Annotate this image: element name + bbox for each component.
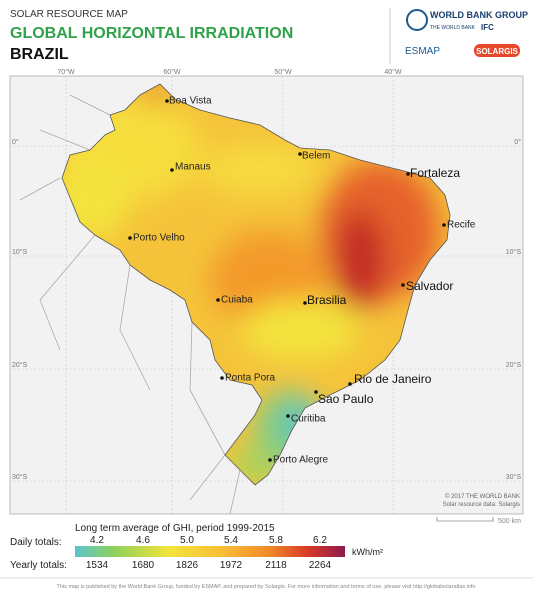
city-dot (406, 172, 410, 176)
legend-values: 4.2 4.6 5.0 5.4 5.8 6.2 1534 1680 1826 1972 2118 22… (86, 535, 332, 571)
city-dot (170, 168, 174, 172)
yearly-value: 1826 (176, 560, 199, 571)
city-label: Brasilia (307, 293, 347, 307)
city-label: Porto Alegre (273, 455, 328, 466)
legend-label: Yearly totals: (10, 560, 67, 571)
city-dot (220, 376, 224, 380)
credit: Solar resource data: Solargis (443, 502, 520, 508)
city-dot (298, 152, 302, 156)
city-dot (286, 414, 290, 418)
city-label: Cuiaba (221, 295, 253, 306)
city-dot (442, 223, 446, 227)
lat-label: 20°S (506, 361, 522, 369)
country: BRAZIL (10, 46, 69, 63)
logo-text: IFC (481, 23, 494, 32)
daily-value: 5.0 (180, 535, 194, 546)
logo-text: SOLARGIS (476, 47, 518, 56)
legend-label: Daily totals: (10, 537, 62, 548)
daily-value: 4.6 (136, 535, 150, 546)
city-dot (303, 301, 307, 305)
city-dot (401, 283, 405, 287)
city-label: Fortaleza (410, 166, 460, 180)
yearly-value: 1534 (86, 560, 109, 571)
city-label: Curitiba (291, 414, 326, 425)
city-label: Porto Velho (133, 233, 185, 244)
footer: This map is published by the World Bank … (57, 584, 476, 590)
city-dot (348, 382, 352, 386)
cities: Boa Vista Manaus Belem Fortaleza Recife Porto… (128, 96, 476, 466)
city-dot (216, 298, 220, 302)
city-label: Salvador (406, 279, 453, 293)
lat-label: 30°S (506, 473, 522, 481)
lat-label: 0° (514, 138, 521, 146)
lat-label: 10°S (506, 248, 522, 256)
map-frame (9, 75, 524, 515)
daily-value: 5.4 (224, 535, 238, 546)
credit: © 2017 THE WORLD BANK (445, 493, 520, 500)
daily-value: 4.2 (90, 535, 104, 546)
legend-unit: kWh/m² (352, 547, 383, 557)
yearly-value: 1680 (132, 560, 155, 571)
daily-value: 6.2 (313, 535, 327, 546)
lat-label: 30°S (12, 473, 28, 481)
city-label: Manaus (175, 162, 211, 173)
yearly-value: 2264 (309, 560, 332, 571)
daily-value: 5.8 (269, 535, 283, 546)
lat-label: 0° (12, 138, 19, 146)
legend-title: Long term average of GHI, period 1999-20… (75, 523, 275, 534)
title: GLOBAL HORIZONTAL IRRADIATION (10, 25, 293, 42)
scale-bar (436, 517, 494, 522)
city-label: Recife (447, 220, 476, 231)
wb-logo (406, 9, 428, 31)
yearly-value: 1972 (220, 560, 243, 571)
yearly-value: 2118 (265, 560, 287, 571)
neighbor-borders (19, 94, 241, 515)
city-label: Rio de Janeiro (354, 372, 432, 386)
city-dot (165, 99, 169, 103)
city-dot (268, 458, 272, 462)
lon-label: 70°W (57, 68, 75, 76)
city-dot (314, 390, 318, 394)
lat-label: 10°S (12, 248, 28, 256)
city-dot (128, 236, 132, 240)
logo-text: ESMAP (405, 46, 440, 57)
city-label: Ponta Pora (225, 373, 275, 384)
solargis-badge (474, 44, 520, 57)
subtitle: SOLAR RESOURCE MAP (10, 9, 128, 20)
city-label: Boa Vista (169, 96, 212, 107)
lon-label: 40°W (384, 68, 402, 76)
logo-text: THE WORLD BANK (430, 25, 476, 31)
scale-label: 500 km (498, 518, 521, 525)
city-label: Sao Paulo (318, 392, 374, 406)
lat-label: 20°S (12, 361, 28, 369)
logo-text: WORLD BANK GROUP (430, 10, 528, 20)
color-scale (75, 546, 345, 557)
city-label: Belem (302, 151, 330, 162)
lon-label: 60°W (163, 68, 181, 76)
lon-label: 50°W (274, 68, 292, 76)
coordinate-labels: 70°W 60°W 50°W 40°W 0° 10°S 20°S 30°S 0°… (12, 68, 521, 481)
